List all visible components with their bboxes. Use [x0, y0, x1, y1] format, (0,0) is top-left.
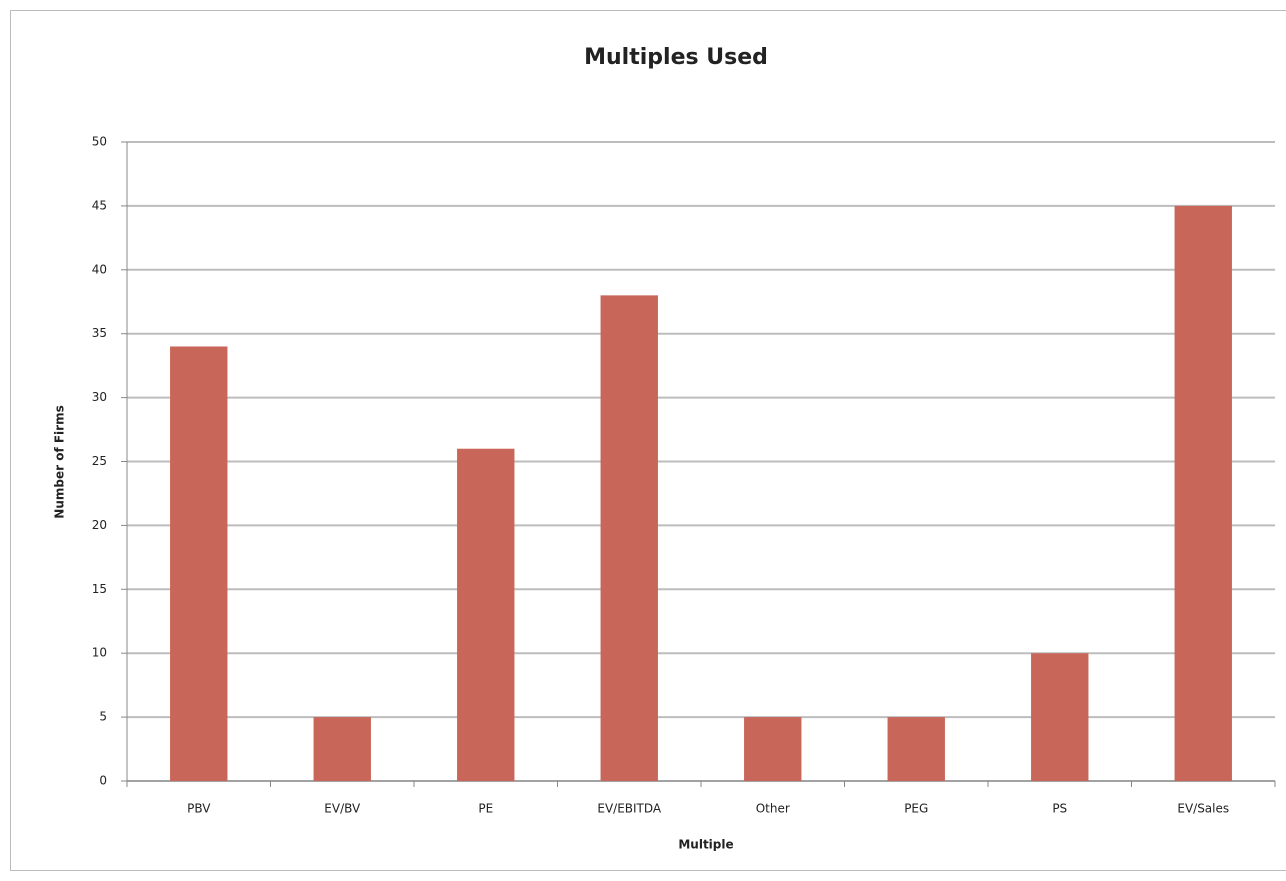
y-tick-label: 15 [92, 582, 107, 596]
bar [457, 448, 515, 781]
x-tick-label: PE [478, 802, 493, 816]
y-tick-label: 0 [99, 774, 107, 788]
y-tick-label: 5 [99, 710, 107, 724]
y-tick-label: 20 [92, 518, 107, 532]
y-axis-title: Number of Firms [53, 405, 67, 518]
y-tick-label: 30 [92, 390, 107, 404]
bar [313, 717, 371, 781]
x-tick-label: EV/BV [324, 802, 361, 816]
bar [600, 295, 658, 781]
bar [1031, 653, 1089, 781]
chart-title: Multiples Used [584, 45, 768, 70]
x-tick-label: Other [756, 802, 790, 816]
x-tick-label: PEG [904, 802, 928, 816]
y-tick-label: 35 [92, 326, 107, 340]
bar [744, 717, 802, 781]
y-tick-label: 50 [92, 135, 107, 149]
bar [170, 346, 228, 781]
y-tick-label: 25 [92, 454, 107, 468]
x-tick-label: EV/EBITDA [597, 802, 662, 816]
x-tick-label: PS [1052, 802, 1067, 816]
bar [887, 717, 945, 781]
y-tick-label: 45 [92, 198, 107, 212]
x-tick-label: EV/Sales [1177, 802, 1229, 816]
bar [1174, 205, 1232, 781]
x-tick-label: PBV [187, 802, 211, 816]
x-axis-title: Multiple [678, 838, 733, 852]
y-tick-label: 40 [92, 262, 107, 276]
y-tick-label: 10 [92, 646, 107, 660]
